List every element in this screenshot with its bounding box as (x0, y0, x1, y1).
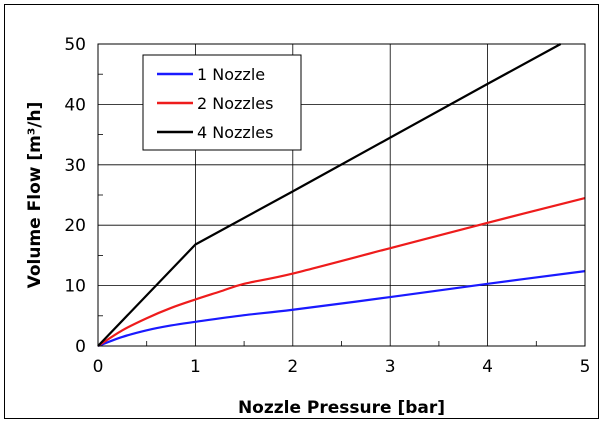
series-lines (97, 43, 586, 348)
y-tick-label: 30 (64, 156, 86, 176)
x-tick-label: 0 (93, 357, 104, 377)
series-line-3 (97, 43, 562, 347)
legend: 1 Nozzle 2 Nozzles 4 Nozzles (142, 54, 302, 151)
legend-label: 2 Nozzles (197, 94, 273, 113)
x-tick-label: 1 (190, 357, 201, 377)
series-line-1 (97, 270, 586, 348)
legend-label: 4 Nozzles (197, 123, 273, 142)
y-tick-label: 0 (75, 337, 86, 357)
y-axis-label: Volume Flow [m³/h] (25, 102, 45, 289)
x-tick-label: 2 (287, 357, 298, 377)
plot-border (97, 43, 586, 347)
y-tick-labels: 0 10 20 30 40 50 (64, 35, 86, 357)
y-tick-label: 50 (64, 35, 86, 55)
x-axis-label: Nozzle Pressure [bar] (238, 398, 445, 418)
y-tick-label: 10 (64, 277, 86, 297)
x-tick-label: 4 (482, 357, 493, 377)
x-tick-label: 3 (385, 357, 396, 377)
y-tick-label: 40 (64, 95, 86, 115)
legend-label: 1 Nozzle (197, 65, 265, 84)
x-tick-label: 5 (580, 357, 591, 377)
y-tick-label: 20 (64, 216, 86, 236)
series-line-2 (97, 196, 586, 347)
x-tick-labels: 0 1 2 3 4 5 (93, 357, 591, 377)
